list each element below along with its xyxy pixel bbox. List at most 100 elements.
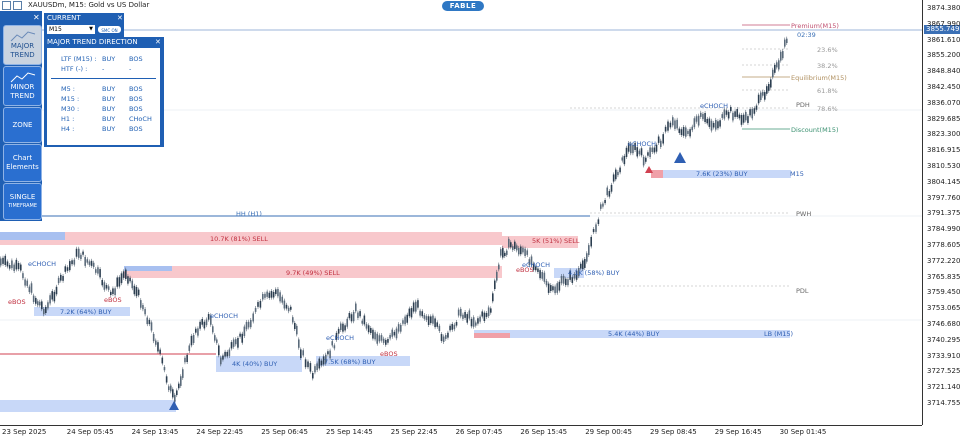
price-tick-label: 3759.450 [927,288,960,297]
trend-tf-cell: H1 : [61,115,75,123]
candle-body [710,120,713,131]
candle-body [43,309,45,315]
candle-body [421,311,424,317]
candle-body [475,322,477,326]
candle-body [57,277,60,284]
price-tick-label: 3778.605 [927,241,960,249]
price-axis[interactable]: 3855.749 3874.380 3867.990 3861.610 3855.20… [922,0,960,425]
close-icon[interactable]: ✕ [33,13,40,22]
candle-body [382,338,385,343]
candle-body [17,263,20,270]
time-tick-label: 25 Sep 14:45 [326,428,373,436]
candle-body [140,300,142,308]
candle-body [133,285,136,295]
candle-body [667,121,669,131]
candle-body [312,373,314,379]
candle-body [270,291,273,298]
candle-body [161,357,164,364]
candle-body [325,354,327,364]
supply-zone-1-top [0,232,65,240]
candle-body [554,286,556,294]
candle-body [702,113,704,120]
zone-label: ZONE [12,120,33,129]
candle-body [232,339,235,347]
candle-body [655,144,658,152]
candle-body [742,114,745,123]
trend-direction-panel: MAJOR TREND DIRECTION ✕ LTF (M15) : BUY … [44,37,164,147]
timer-label: 02:39 [797,31,816,39]
candle-body [163,367,166,371]
candle-body [645,157,647,162]
candle-body [410,308,413,318]
candle-body [0,258,2,266]
chart-elements-button[interactable]: Chart Elements [3,144,42,182]
price-tick-label: 3829.685 [927,114,960,123]
candle-body [114,288,116,296]
price-tick-label: 3714.755 [927,399,960,407]
candlesticks [0,36,788,404]
choch-label: eCHOCH [28,260,56,268]
major-trend-label-2: TREND [10,51,35,59]
candle-body [268,292,271,298]
close-icon[interactable]: ✕ [155,38,161,46]
time-tick-label: 24 Sep 22:45 [196,428,244,436]
candle-body [159,349,161,354]
timeframe-label: TIMEFRAME [7,202,38,209]
candle-body [250,320,252,328]
candle-body [719,120,721,127]
candle-body [560,276,563,284]
candle-body [22,273,24,279]
candle-body [180,376,182,386]
swing-low-marker[interactable] [674,152,686,163]
minor-trend-button[interactable]: MINOR TREND [3,66,42,106]
trend-dir-cell: BUY [102,55,116,63]
price-tick-label: 3733.910 [927,351,960,360]
candle-body [30,283,33,293]
candle-body [516,245,518,251]
zone-button[interactable]: ZONE [3,107,42,143]
time-axis[interactable]: 23 Sep 2025 24 Sep 05:45 24 Sep 13:45 24 Se… [0,425,922,438]
candle-body [464,311,466,318]
time-tick-label: 30 Sep 01:45 [779,428,827,436]
smc-toggle[interactable]: SMC ON [97,25,122,34]
buy-zone-6-label: 4.1K (58%) BUY [568,269,619,277]
candle-body [257,302,259,307]
candle-body [543,272,546,282]
candle-body [224,351,226,357]
single-label: SINGLE [9,192,36,201]
candle-body [197,328,199,336]
price-tick-label: 3791.375 [927,209,960,218]
candle-body [526,250,529,255]
candle-body [649,147,651,158]
brand-badge[interactable]: FABLE [442,1,484,11]
candle-body [662,134,664,144]
candle-body [584,259,586,268]
candle-body [502,247,504,258]
buy-zone-4-label: 7.5K (68%) BUY [324,358,375,366]
price-chart[interactable]: Premium(M15) 02:39 23.6% 38.2% Equilibri… [0,0,922,425]
candle-body [466,314,469,323]
candle-body [425,316,428,321]
candle-body [470,318,473,327]
candle-body [391,329,394,337]
candle-body [174,394,176,402]
timeframe-select[interactable]: M15 ▼ [47,25,95,34]
candle-body [532,263,535,270]
candle-body [708,118,711,127]
price-tick-label: 3746.680 [927,320,960,328]
trend-dir-cell: BUY [102,95,116,103]
single-timeframe-button[interactable]: SINGLE TIMEFRAME [3,183,42,220]
close-icon[interactable]: ✕ [117,14,123,22]
swing-low-marker[interactable] [169,401,179,410]
major-trend-button[interactable]: MAJOR TREND [3,25,42,65]
candle-body [687,130,689,134]
candle-body [774,64,776,73]
candle-body [402,320,404,324]
candle-body [680,129,683,136]
price-tick-label: 3836.070 [927,98,960,107]
signal-marker[interactable] [645,166,653,173]
candle-body [24,279,26,286]
candle-body [361,320,364,324]
price-tick-label: 3804.145 [927,177,960,186]
candle-body [567,279,569,286]
